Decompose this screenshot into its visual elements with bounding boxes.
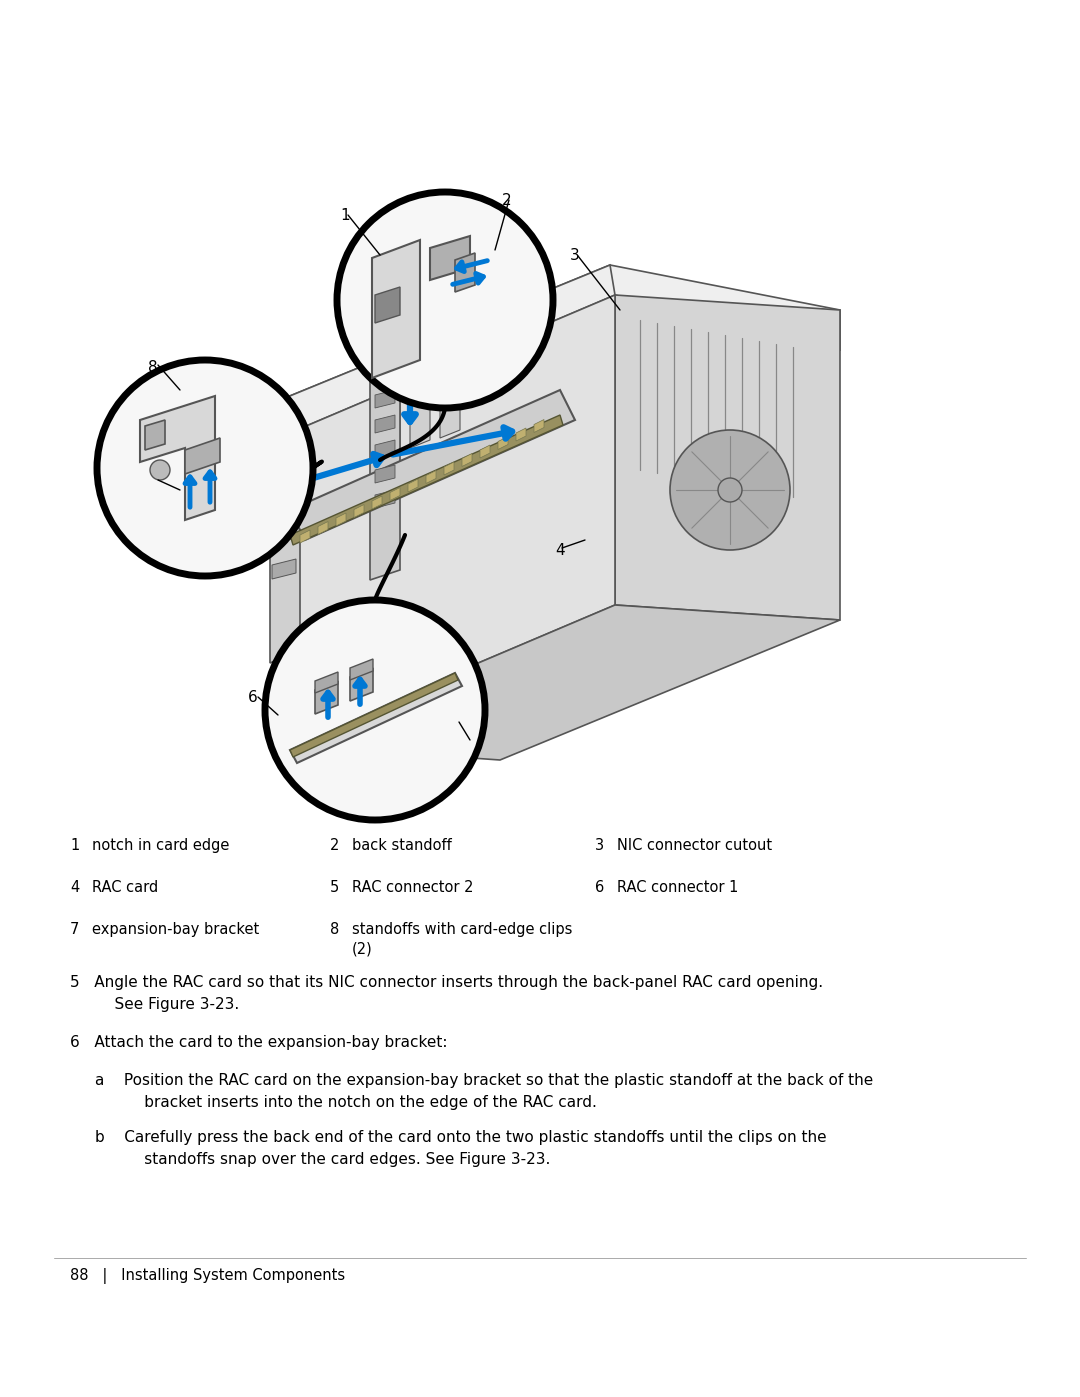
Polygon shape: [426, 471, 436, 483]
Polygon shape: [315, 680, 338, 714]
Text: 2: 2: [330, 838, 339, 854]
Text: 1: 1: [70, 838, 79, 854]
Text: 88   |   Installing System Components: 88 | Installing System Components: [70, 1268, 346, 1284]
Polygon shape: [336, 513, 346, 527]
Text: back standoff: back standoff: [352, 838, 451, 854]
Text: notch in card edge: notch in card edge: [92, 838, 229, 854]
Polygon shape: [372, 496, 382, 509]
Circle shape: [670, 430, 789, 550]
Polygon shape: [375, 490, 395, 509]
Polygon shape: [272, 454, 296, 474]
Text: 6: 6: [595, 880, 604, 895]
Circle shape: [718, 478, 742, 502]
Polygon shape: [280, 265, 840, 434]
Polygon shape: [390, 488, 400, 500]
Polygon shape: [280, 265, 615, 434]
Polygon shape: [350, 668, 373, 701]
Text: standoffs snap over the card edges. See Figure 3-23.: standoffs snap over the card edges. See …: [114, 1153, 551, 1166]
Polygon shape: [291, 673, 458, 757]
Polygon shape: [140, 395, 215, 520]
Text: 8: 8: [330, 922, 339, 937]
Text: bracket inserts into the notch on the edge of the RAC card.: bracket inserts into the notch on the ed…: [114, 1095, 597, 1111]
Polygon shape: [372, 240, 420, 379]
Circle shape: [337, 191, 553, 408]
Text: b    Carefully press the back end of the card onto the two plastic standoffs unt: b Carefully press the back end of the ca…: [95, 1130, 826, 1146]
Polygon shape: [498, 436, 508, 450]
Text: 2: 2: [502, 193, 512, 208]
Polygon shape: [272, 559, 296, 578]
Text: 6   Attach the card to the expansion-bay bracket:: 6 Attach the card to the expansion-bay b…: [70, 1035, 447, 1051]
Polygon shape: [315, 672, 338, 693]
Polygon shape: [285, 605, 840, 760]
Text: 5: 5: [330, 880, 339, 895]
Circle shape: [150, 460, 170, 481]
Polygon shape: [145, 420, 165, 450]
Polygon shape: [318, 521, 328, 535]
Polygon shape: [354, 504, 364, 517]
Polygon shape: [291, 390, 575, 541]
Polygon shape: [615, 295, 840, 620]
Polygon shape: [272, 524, 296, 543]
Polygon shape: [408, 479, 418, 492]
Text: 4: 4: [70, 880, 79, 895]
Text: NIC connector cutout: NIC connector cutout: [617, 838, 772, 854]
Polygon shape: [285, 295, 615, 745]
Polygon shape: [370, 320, 400, 580]
Circle shape: [265, 599, 485, 820]
Polygon shape: [455, 253, 475, 292]
Polygon shape: [375, 390, 395, 408]
Polygon shape: [444, 462, 454, 475]
Polygon shape: [440, 342, 460, 439]
Polygon shape: [375, 465, 395, 483]
Text: expansion-bay bracket: expansion-bay bracket: [92, 922, 259, 937]
Text: RAC connector 1: RAC connector 1: [617, 880, 739, 895]
Text: 8: 8: [148, 360, 158, 374]
Circle shape: [97, 360, 313, 576]
Polygon shape: [291, 415, 563, 545]
Polygon shape: [272, 489, 296, 509]
Text: (2): (2): [352, 942, 373, 956]
Text: 3: 3: [595, 838, 604, 854]
Text: 6: 6: [248, 690, 258, 705]
Text: 5   Angle the RAC card so that its NIC connector inserts through the back-panel : 5 Angle the RAC card so that its NIC con…: [70, 975, 823, 990]
Polygon shape: [516, 427, 526, 441]
Text: a    Position the RAC card on the expansion-bay bracket so that the plastic stan: a Position the RAC card on the expansion…: [95, 1073, 874, 1088]
Text: 3: 3: [570, 249, 580, 263]
Text: RAC connector 2: RAC connector 2: [352, 880, 473, 895]
Polygon shape: [300, 529, 310, 543]
Polygon shape: [430, 236, 470, 279]
Text: See Figure 3-23.: See Figure 3-23.: [95, 997, 240, 1011]
Polygon shape: [375, 440, 395, 458]
Polygon shape: [462, 454, 472, 467]
Polygon shape: [375, 286, 400, 323]
Polygon shape: [375, 415, 395, 433]
Text: 7: 7: [70, 922, 79, 937]
Polygon shape: [534, 419, 544, 433]
Text: 5: 5: [453, 718, 461, 733]
Polygon shape: [480, 446, 490, 458]
Text: 7: 7: [148, 475, 158, 490]
Polygon shape: [270, 432, 300, 664]
Polygon shape: [375, 339, 395, 358]
Text: standoffs with card-edge clips: standoffs with card-edge clips: [352, 922, 572, 937]
Polygon shape: [410, 352, 430, 448]
Text: 1: 1: [340, 208, 350, 224]
Text: 4: 4: [555, 543, 565, 557]
Polygon shape: [185, 439, 220, 474]
Polygon shape: [380, 362, 400, 458]
Polygon shape: [291, 673, 462, 763]
Polygon shape: [375, 365, 395, 383]
Text: RAC card: RAC card: [92, 880, 159, 895]
Polygon shape: [350, 659, 373, 680]
